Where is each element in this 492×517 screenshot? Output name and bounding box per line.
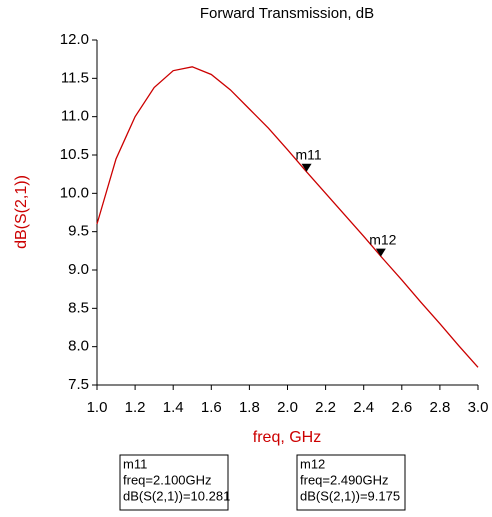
x-tick-label: 1.2 xyxy=(125,399,146,416)
x-tick-label: 2.6 xyxy=(391,399,412,416)
x-tick-label: 2.8 xyxy=(429,399,450,416)
x-tick-label: 1.4 xyxy=(163,399,184,416)
x-tick-label: 1.8 xyxy=(239,399,260,416)
marker-box-text: dB(S(2,1))=10.281 xyxy=(123,488,230,503)
y-tick-label: 8.5 xyxy=(68,299,89,316)
y-tick-label: 12.0 xyxy=(60,31,89,48)
marker-box-text: dB(S(2,1))=9.175 xyxy=(300,488,400,503)
x-axis-label: freq, GHz xyxy=(253,429,321,446)
marker-label: m12 xyxy=(369,231,396,247)
chart-title: Forward Transmission, dB xyxy=(200,5,374,22)
y-tick-label: 11.0 xyxy=(61,108,89,125)
marker xyxy=(301,163,312,172)
marker-box xyxy=(119,454,229,511)
x-tick-label: 1.0 xyxy=(87,399,108,416)
y-tick-label: 10.0 xyxy=(60,184,89,201)
series-line xyxy=(96,66,479,368)
x-tick-label: 1.6 xyxy=(201,399,222,416)
y-tick-label: 11.5 xyxy=(61,69,89,86)
marker-label: m11 xyxy=(295,146,321,162)
marker-box-text: freq=2.100GHz xyxy=(123,472,212,487)
y-tick-label: 7.5 xyxy=(68,376,89,393)
y-tick-label: 9.5 xyxy=(68,223,89,240)
x-tick-label: 2.2 xyxy=(315,399,336,416)
marker xyxy=(375,248,386,257)
marker-box xyxy=(296,454,406,511)
marker-box-text: m12 xyxy=(300,456,325,471)
y-axis-label: dB(S(2,1)) xyxy=(13,175,30,249)
y-tick-label: 9.0 xyxy=(68,261,89,278)
marker-box-text: freq=2.490GHz xyxy=(300,472,389,487)
y-tick-label: 10.5 xyxy=(60,146,89,163)
marker-box-text: m11 xyxy=(123,456,147,471)
x-tick-label: 2.4 xyxy=(353,399,374,416)
x-tick-label: 2.0 xyxy=(277,399,298,416)
y-tick-label: 8.0 xyxy=(68,338,89,355)
x-tick-label: 3.0 xyxy=(468,399,489,416)
